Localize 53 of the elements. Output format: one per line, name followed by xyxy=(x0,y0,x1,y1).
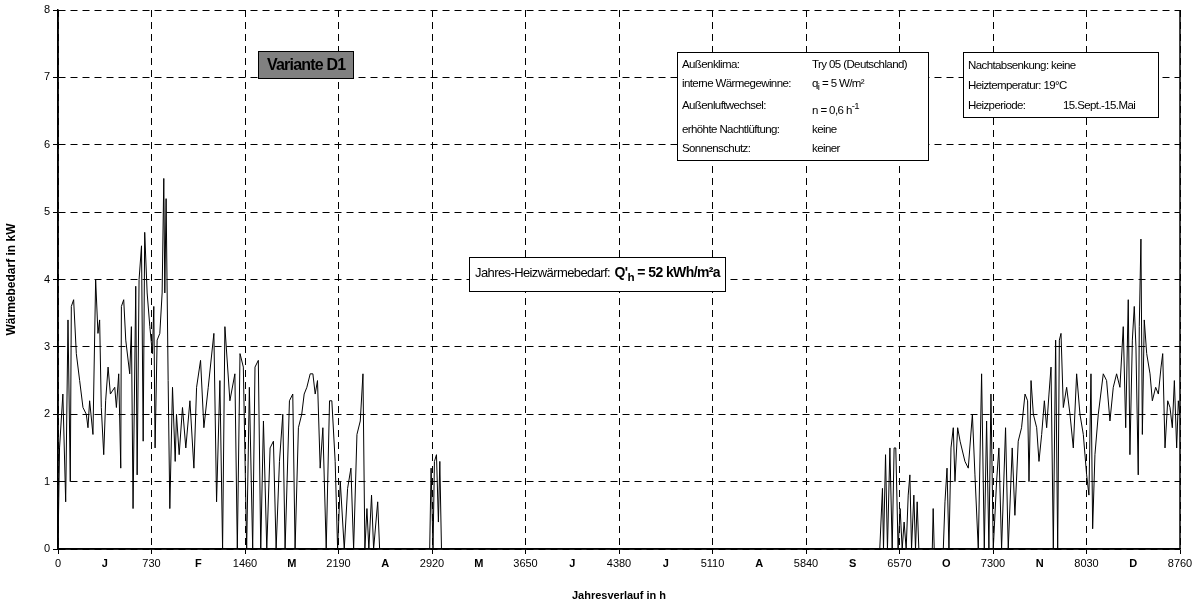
x-tick-label: M xyxy=(474,556,484,569)
x-tick-label: J xyxy=(101,556,108,569)
x-tick-label: 2190 xyxy=(326,556,351,569)
y-tick-label: 3 xyxy=(43,339,50,352)
x-tick-label: 5840 xyxy=(793,556,819,569)
x-tick-label: 1460 xyxy=(232,556,258,569)
y-tick-label: 7 xyxy=(43,70,50,83)
x-tick-label: 6570 xyxy=(887,556,912,569)
y-tick-label: 4 xyxy=(43,272,50,285)
annotation: Jahres-Heizwärmebedarf: xyxy=(475,265,611,280)
annotation: Außenklima: xyxy=(682,58,740,70)
x-tick-label: J xyxy=(569,556,576,569)
x-tick-label: 5110 xyxy=(700,556,725,569)
x-tick-label: M xyxy=(287,556,297,569)
annotation: n = 0,6 h$^{-1}$ xyxy=(812,100,860,117)
y-tick-label: 0 xyxy=(43,542,50,555)
x-axis-title: Jahresverlauf in h xyxy=(571,589,667,602)
x-tick-label: A xyxy=(755,556,764,569)
x-tick-label: 730 xyxy=(142,556,161,569)
annotation: Q'$_{h}$ = 52 kWh/m²a xyxy=(614,264,721,283)
x-tick-label: N xyxy=(1035,556,1044,569)
x-tick-label: 8030 xyxy=(1074,556,1099,569)
annotation: Variante D1 xyxy=(267,56,346,73)
x-tick-label: O xyxy=(941,556,951,569)
x-tick-label: A xyxy=(381,556,390,569)
annotation: interne Wärmegewinne: xyxy=(682,77,791,89)
annotation: Außenluftwechsel: xyxy=(682,99,766,112)
y-tick-label: 1 xyxy=(43,474,50,487)
x-tick-label: S xyxy=(849,556,857,569)
x-tick-label: F xyxy=(194,556,202,569)
y-tick-label: 5 xyxy=(43,205,50,218)
y-tick-label: 2 xyxy=(43,407,50,420)
annotation: Heizperiode: xyxy=(968,99,1026,111)
y-axis-title: Wärmebedarf in kW xyxy=(3,222,18,336)
annotation: Sonnenschutz: xyxy=(682,142,751,155)
x-tick-label: 8760 xyxy=(1167,556,1193,569)
x-tick-label: D xyxy=(1129,556,1138,569)
x-tick-label: J xyxy=(662,556,669,569)
annotation: Nachtabsenkung: keine xyxy=(968,59,1076,71)
y-tick-label: 8 xyxy=(43,3,50,16)
annotation: 15.Sept.-15.Mai xyxy=(1063,99,1136,111)
annotation: q$_{i}$ = 5 W/m² xyxy=(812,77,865,93)
x-tick-label: 2920 xyxy=(419,556,445,569)
annotation: Try 05 (Deutschland) xyxy=(812,58,907,70)
annotation: keine xyxy=(812,123,837,136)
annotation: erhöhte Nachtlüftung: xyxy=(682,123,780,136)
y-tick-label: 6 xyxy=(43,137,50,150)
annotation: Heiztemperatur: 19°C xyxy=(968,79,1067,91)
x-tick-label: 3650 xyxy=(513,556,538,569)
x-tick-label: 0 xyxy=(54,556,62,569)
x-tick-label: 7300 xyxy=(980,556,1006,569)
annotation: keiner xyxy=(812,142,840,155)
x-tick-label: 4380 xyxy=(606,556,632,569)
